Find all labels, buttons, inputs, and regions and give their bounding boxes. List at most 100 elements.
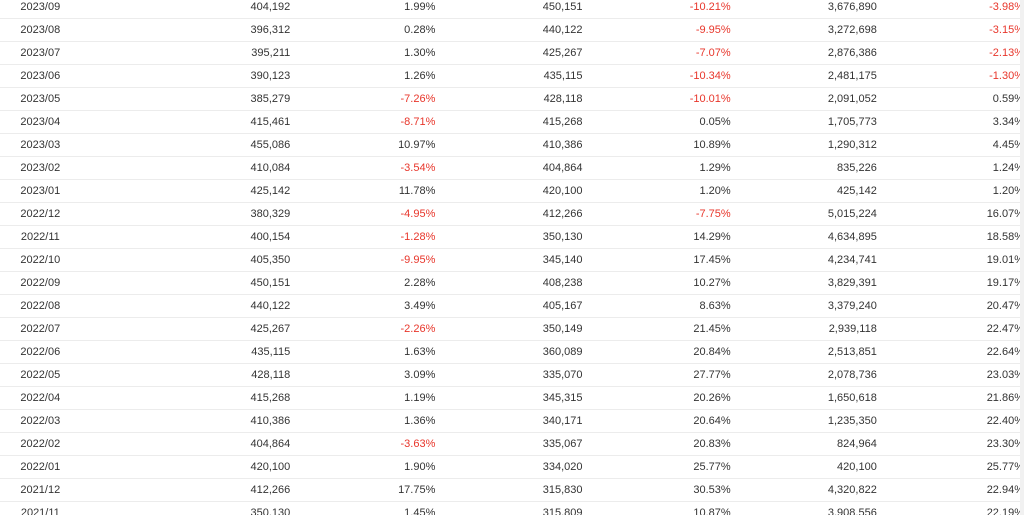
- cell-value-1: 425,267: [80, 317, 291, 341]
- cell-percent-1: 17.75%: [290, 478, 436, 502]
- cell-value-3: 1,290,312: [730, 133, 877, 157]
- cell-month: 2022/01: [0, 455, 81, 479]
- cell-percent-1: 1.26%: [290, 64, 436, 88]
- cell-month: 2023/05: [0, 87, 81, 111]
- table-row: 2023/05 385,279 -7.26% 428,118 -10.01% 2,091,…: [0, 87, 1024, 111]
- cell-percent-2: 27.77%: [582, 363, 731, 387]
- cell-value-1: 410,084: [80, 156, 291, 180]
- cell-value-1: 404,192: [80, 0, 291, 19]
- cell-value-1: 385,279: [80, 87, 291, 111]
- cell-value-1: 380,329: [80, 202, 291, 226]
- table-row: 2021/11 350,130 1.45% 315,809 10.87% 3,908,55…: [0, 501, 1024, 515]
- cell-value-1: 395,211: [80, 41, 291, 65]
- vertical-scrollbar[interactable]: [1020, 0, 1024, 515]
- cell-value-3: 3,908,556: [730, 501, 877, 515]
- table-row: 2023/02 410,084 -3.54% 404,864 1.29% 835,226 1…: [0, 156, 1024, 180]
- cell-month: 2021/12: [0, 478, 81, 502]
- cell-month: 2023/06: [0, 64, 81, 88]
- cell-value-2: 335,070: [435, 363, 583, 387]
- cell-percent-2: 30.53%: [582, 478, 731, 502]
- cell-percent-2: 10.27%: [582, 271, 731, 295]
- cell-month: 2021/11: [0, 501, 81, 515]
- cell-value-3: 4,320,822: [730, 478, 877, 502]
- cell-percent-1: -8.71%: [290, 110, 436, 134]
- cell-percent-3: 18.58%: [876, 225, 1024, 249]
- table-row: 2021/12 412,266 17.75% 315,830 30.53% 4,320,8…: [0, 478, 1024, 502]
- cell-percent-2: 20.84%: [582, 340, 731, 364]
- cell-month: 2022/07: [0, 317, 81, 341]
- cell-percent-3: 19.17%: [876, 271, 1024, 295]
- cell-month: 2023/01: [0, 179, 81, 203]
- table-row: 2023/01 425,142 11.78% 420,100 1.20% 425,142 1…: [0, 179, 1024, 203]
- cell-value-2: 345,140: [435, 248, 583, 272]
- cell-percent-2: 14.29%: [582, 225, 731, 249]
- cell-value-1: 440,122: [80, 294, 291, 318]
- cell-percent-1: 1.99%: [290, 0, 436, 19]
- cell-month: 2023/09: [0, 0, 81, 19]
- cell-value-3: 3,676,890: [730, 0, 877, 19]
- cell-percent-3: 0.59%: [876, 87, 1024, 111]
- cell-value-3: 824,964: [730, 432, 877, 456]
- cell-percent-1: -3.54%: [290, 156, 436, 180]
- cell-percent-2: 17.45%: [582, 248, 731, 272]
- cell-value-1: 390,123: [80, 64, 291, 88]
- table-row: 2023/06 390,123 1.26% 435,115 -10.34% 2,481,1…: [0, 64, 1024, 88]
- cell-value-3: 1,235,350: [730, 409, 877, 433]
- cell-value-2: 334,020: [435, 455, 583, 479]
- table-row: 2022/01 420,100 1.90% 334,020 25.77% 420,100 2…: [0, 455, 1024, 479]
- cell-value-3: 4,234,741: [730, 248, 877, 272]
- cell-percent-3: 1.20%: [876, 179, 1024, 203]
- table-row: 2023/03 455,086 10.97% 410,386 10.89% 1,290,3…: [0, 133, 1024, 157]
- cell-value-1: 350,130: [80, 501, 291, 515]
- cell-value-3: 425,142: [730, 179, 877, 203]
- cell-month: 2022/05: [0, 363, 81, 387]
- cell-percent-2: -9.95%: [582, 18, 731, 42]
- cell-value-3: 1,705,773: [730, 110, 877, 134]
- cell-percent-3: 19.01%: [876, 248, 1024, 272]
- cell-percent-3: 22.19%: [876, 501, 1024, 515]
- cell-month: 2022/12: [0, 202, 81, 226]
- table-row: 2022/12 380,329 -4.95% 412,266 -7.75% 5,015,2…: [0, 202, 1024, 226]
- cell-percent-2: 8.63%: [582, 294, 731, 318]
- cell-month: 2023/02: [0, 156, 81, 180]
- cell-percent-2: -10.01%: [582, 87, 731, 111]
- cell-month: 2022/04: [0, 386, 81, 410]
- cell-value-2: 345,315: [435, 386, 583, 410]
- table-row: 2022/05 428,118 3.09% 335,070 27.77% 2,078,73…: [0, 363, 1024, 387]
- cell-percent-1: 2.28%: [290, 271, 436, 295]
- cell-value-3: 1,650,618: [730, 386, 877, 410]
- cell-percent-2: -10.34%: [582, 64, 731, 88]
- cell-value-1: 428,118: [80, 363, 291, 387]
- cell-percent-2: 20.83%: [582, 432, 731, 456]
- cell-percent-1: 3.09%: [290, 363, 436, 387]
- cell-percent-1: 3.49%: [290, 294, 436, 318]
- cell-percent-2: -10.21%: [582, 0, 731, 19]
- table-row: 2023/04 415,461 -8.71% 415,268 0.05% 1,705,77…: [0, 110, 1024, 134]
- cell-percent-2: 20.64%: [582, 409, 731, 433]
- cell-percent-3: -3.15%: [876, 18, 1024, 42]
- cell-value-2: 408,238: [435, 271, 583, 295]
- cell-percent-2: 10.87%: [582, 501, 731, 515]
- cell-percent-1: 1.90%: [290, 455, 436, 479]
- table-row: 2022/03 410,386 1.36% 340,171 20.64% 1,235,35…: [0, 409, 1024, 433]
- cell-value-3: 2,078,736: [730, 363, 877, 387]
- cell-value-2: 405,167: [435, 294, 583, 318]
- cell-month: 2022/02: [0, 432, 81, 456]
- cell-month: 2023/07: [0, 41, 81, 65]
- cell-percent-2: 0.05%: [582, 110, 731, 134]
- cell-value-2: 315,809: [435, 501, 583, 515]
- cell-percent-3: 21.86%: [876, 386, 1024, 410]
- table-row: 2023/07 395,211 1.30% 425,267 -7.07% 2,876,38…: [0, 41, 1024, 65]
- cell-percent-1: 1.19%: [290, 386, 436, 410]
- cell-value-1: 450,151: [80, 271, 291, 295]
- cell-percent-1: -9.95%: [290, 248, 436, 272]
- cell-percent-1: 1.36%: [290, 409, 436, 433]
- cell-value-2: 360,089: [435, 340, 583, 364]
- table-row: 2022/11 400,154 -1.28% 350,130 14.29% 4,634,8…: [0, 225, 1024, 249]
- cell-value-1: 425,142: [80, 179, 291, 203]
- cell-month: 2022/09: [0, 271, 81, 295]
- table-row: 2023/09 404,192 1.99% 450,151 -10.21% 3,676,8…: [0, 0, 1024, 19]
- cell-percent-3: -2.13%: [876, 41, 1024, 65]
- cell-value-3: 5,015,224: [730, 202, 877, 226]
